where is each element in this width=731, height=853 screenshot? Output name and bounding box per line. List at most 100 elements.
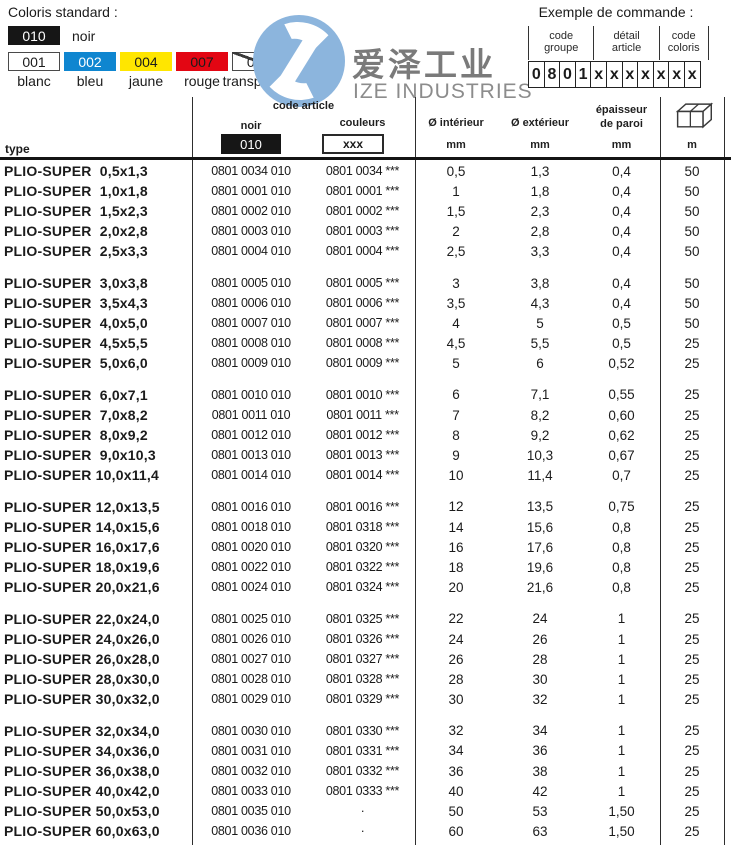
outer-diameter-cell: 3,3 <box>530 243 550 259</box>
length-cell: 25 <box>684 407 700 423</box>
length-cell: 25 <box>684 579 700 595</box>
table-row: PLIO-SUPER 28,0x30,0 0801 0028 010 0801 03… <box>0 669 731 689</box>
code-couleurs-cell: 0801 0001 *** <box>325 184 400 199</box>
code-couleurs-cell: 0801 0010 *** <box>325 387 400 402</box>
code-noir-cell: 0801 0028 010 <box>211 672 291 687</box>
length-cell: 25 <box>684 803 700 819</box>
table-row-group: PLIO-SUPER 22,0x24,0 0801 0025 010 0801 03… <box>0 609 731 709</box>
wall-thickness-cell: 1 <box>617 631 626 647</box>
order-code-cell: x <box>590 61 607 88</box>
table-row: PLIO-SUPER 32,0x34,0 0801 0030 010 0801 03… <box>0 721 731 741</box>
code-couleurs-cell: 0801 0333 *** <box>325 784 400 799</box>
order-code-group-header: code coloris <box>658 26 709 60</box>
inner-diameter-cell: 4,5 <box>446 335 466 351</box>
code-noir-cell: 0801 0004 010 <box>211 244 291 259</box>
code-couleurs-cell: 0801 0002 *** <box>325 204 400 219</box>
inner-diameter-cell: 34 <box>448 743 464 759</box>
type-cell: PLIO-SUPER 3,0x3,8 <box>4 275 148 292</box>
wall-thickness-cell: 0,4 <box>612 275 631 291</box>
type-cell: PLIO-SUPER 5,0x6,0 <box>4 355 148 372</box>
wall-thickness-cell: 0,5 <box>612 315 631 331</box>
order-code-cell: x <box>652 61 670 88</box>
type-cell: PLIO-SUPER 12,0x13,5 <box>4 498 160 515</box>
type-cell: PLIO-SUPER 34,0x36,0 <box>4 742 160 759</box>
inner-diameter-cell: 18 <box>448 559 464 575</box>
length-cell: 25 <box>684 355 700 371</box>
wall-thickness-cell: 1,50 <box>608 823 635 839</box>
code-noir-cell: 0801 0025 010 <box>211 611 291 626</box>
inner-diameter-cell: 14 <box>448 519 464 535</box>
type-cell: PLIO-SUPER 4,5x5,5 <box>4 335 148 352</box>
code-noir-cell: 0801 0027 010 <box>211 652 291 667</box>
color-swatch-row: 001blanc002bleu004jaune007rouge011transp… <box>8 52 293 89</box>
code-noir-cell: 0801 0033 010 <box>211 784 291 799</box>
inner-diameter-cell: 3,5 <box>446 295 466 311</box>
code-couleurs-cell: 0801 0329 *** <box>325 692 400 707</box>
table-row: PLIO-SUPER 9,0x10,3 0801 0013 010 0801 001… <box>0 445 731 465</box>
order-code-cell: 8 <box>543 61 561 88</box>
wall-thickness-cell: 0,8 <box>612 519 631 535</box>
wall-thickness-cell: 0,5 <box>612 335 631 351</box>
table-row: PLIO-SUPER 7,0x8,2 0801 0011 010 0801 0011… <box>0 405 731 425</box>
inner-diameter-cell: 26 <box>448 651 464 667</box>
code-couleurs-cell: 0801 0325 *** <box>325 611 400 626</box>
length-cell: 50 <box>684 203 700 219</box>
outer-diameter-cell: 6 <box>536 355 544 371</box>
length-cell: 25 <box>684 467 700 483</box>
wall-thickness-cell: 0,52 <box>608 355 635 371</box>
logo-company-name-en: IZE INDUSTRIES <box>353 80 533 103</box>
color-swatch-box: 002 <box>64 52 116 71</box>
code-couleurs-cell: 0801 0012 *** <box>325 428 400 443</box>
color-swatch-box: 001 <box>8 52 60 71</box>
code-noir-cell: 0801 0031 010 <box>211 743 291 758</box>
type-cell: PLIO-SUPER 6,0x7,1 <box>4 386 148 403</box>
code-couleurs-cell: 0801 0004 *** <box>325 244 400 259</box>
table-row: PLIO-SUPER 0,5x1,3 0801 0034 010 0801 0034… <box>0 161 731 181</box>
outer-diameter-cell: 19,6 <box>526 559 554 575</box>
type-cell: PLIO-SUPER 16,0x17,6 <box>4 539 160 556</box>
length-cell: 25 <box>684 723 700 739</box>
color-swatch-box: 004 <box>120 52 172 71</box>
outer-diameter-cell: 1,3 <box>530 163 550 179</box>
length-cell: 25 <box>684 743 700 759</box>
order-code-cell: 1 <box>574 61 592 88</box>
type-cell: PLIO-SUPER 28,0x30,0 <box>4 671 160 688</box>
color-swatch-noir: 010 <box>8 26 60 45</box>
length-cell: 25 <box>684 671 700 687</box>
inner-diameter-cell: 32 <box>448 723 464 739</box>
inner-diameter-cell: 40 <box>448 783 464 799</box>
wall-thickness-cell: 1 <box>617 783 626 799</box>
length-cell: 25 <box>684 499 700 515</box>
wall-thickness-cell: 0,62 <box>608 427 635 443</box>
header-type: type <box>5 142 30 156</box>
color-swatch-label: bleu <box>76 73 104 89</box>
table-row: PLIO-SUPER 8,0x9,2 0801 0012 010 0801 0012… <box>0 425 731 445</box>
type-cell: PLIO-SUPER 2,0x2,8 <box>4 223 148 240</box>
outer-diameter-cell: 17,6 <box>526 539 554 555</box>
code-noir-cell: 0801 0011 010 <box>211 408 291 423</box>
table-row: PLIO-SUPER 14,0x15,6 0801 0018 010 0801 03… <box>0 517 731 537</box>
table-row-group: PLIO-SUPER 0,5x1,3 0801 0034 010 0801 0034… <box>0 161 731 261</box>
order-code-headers: code groupe détail article code coloris <box>528 26 709 60</box>
table-divider-after-codes <box>415 97 416 845</box>
code-couleurs-cell: 0801 0327 *** <box>325 652 400 667</box>
outer-diameter-cell: 2,8 <box>530 223 550 239</box>
table-row: PLIO-SUPER 3,5x4,3 0801 0006 010 0801 0006… <box>0 293 731 313</box>
order-code-cell: x <box>668 61 685 88</box>
length-cell: 25 <box>684 447 700 463</box>
code-noir-cell: 0801 0012 010 <box>211 428 291 443</box>
header-wall-unit: mm <box>611 139 632 151</box>
color-swatch-label: jaune <box>128 73 164 89</box>
wall-thickness-cell: 1 <box>617 691 626 707</box>
type-cell: PLIO-SUPER 7,0x8,2 <box>4 407 148 424</box>
code-couleurs-cell: 0801 0320 *** <box>325 540 400 555</box>
code-couleurs-cell: 0801 0014 *** <box>325 468 400 483</box>
coloris-noir-row: 010 noir <box>8 26 95 45</box>
wall-thickness-cell: 1 <box>617 723 626 739</box>
inner-diameter-cell: 28 <box>448 671 464 687</box>
code-noir-cell: 0801 0008 010 <box>211 336 291 351</box>
wall-thickness-cell: 1 <box>617 763 626 779</box>
code-noir-cell: 0801 0003 010 <box>211 224 291 239</box>
outer-diameter-cell: 1,8 <box>530 183 550 199</box>
